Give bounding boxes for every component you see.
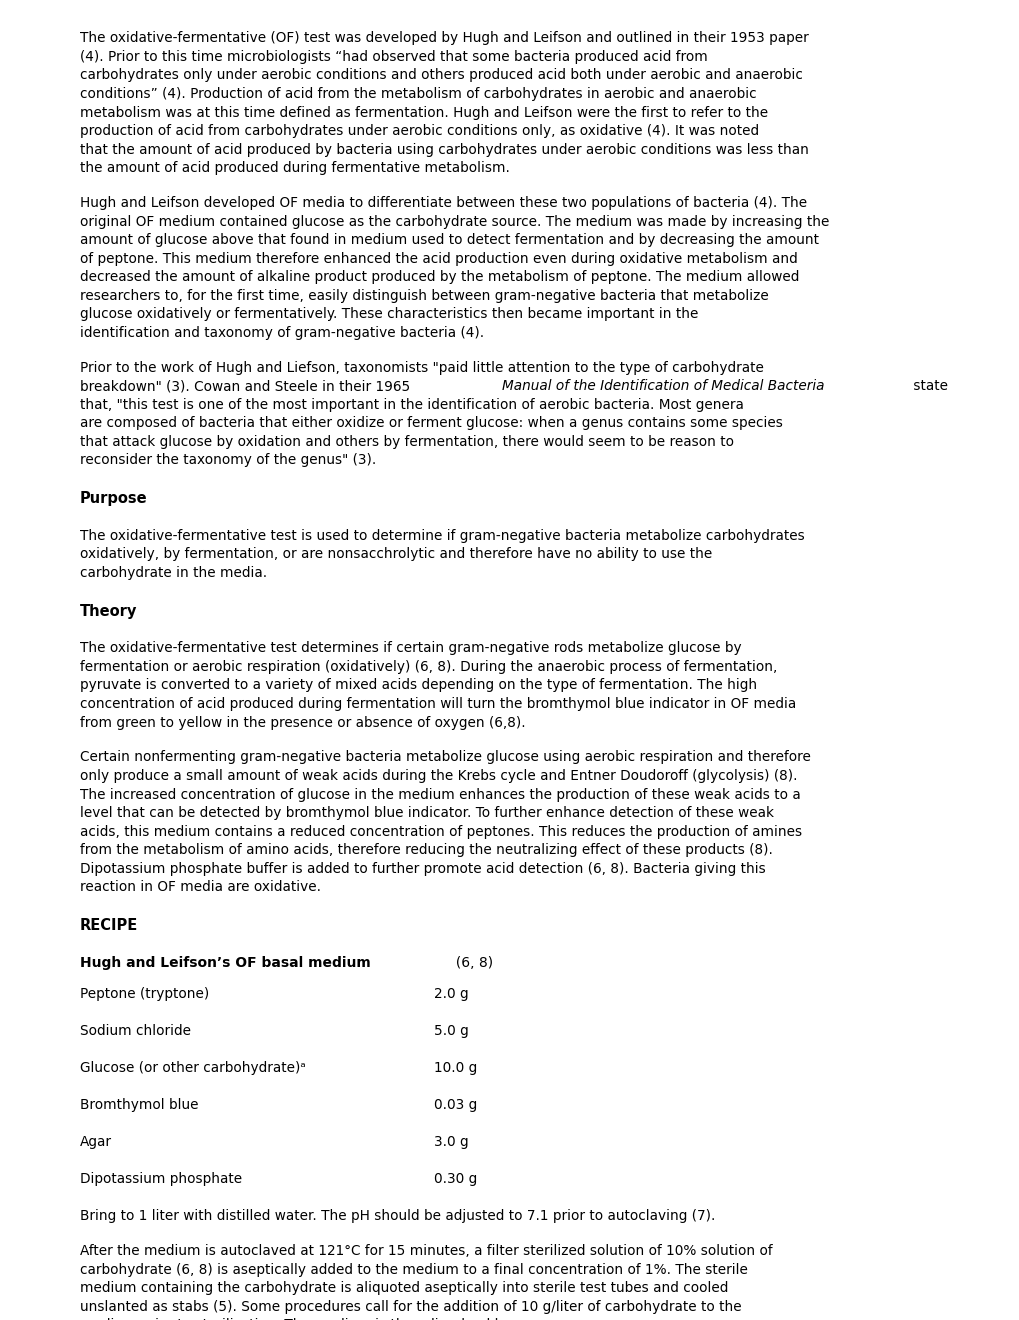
Text: concentration of acid produced during fermentation will turn the bromthymol blue: concentration of acid produced during fe… bbox=[79, 697, 795, 711]
Text: Agar: Agar bbox=[79, 1135, 112, 1150]
Text: 2.0 g: 2.0 g bbox=[434, 986, 469, 1001]
Text: original OF medium contained glucose as the carbohydrate source. The medium was : original OF medium contained glucose as … bbox=[79, 215, 828, 228]
Text: amount of glucose above that found in medium used to detect fermentation and by : amount of glucose above that found in me… bbox=[79, 234, 818, 247]
Text: level that can be detected by bromthymol blue indicator. To further enhance dete: level that can be detected by bromthymol… bbox=[79, 807, 773, 820]
Text: breakdown" (3). Cowan and Steele in their 1965: breakdown" (3). Cowan and Steele in thei… bbox=[79, 379, 414, 393]
Text: researchers to, for the first time, easily distinguish between gram-negative bac: researchers to, for the first time, easi… bbox=[79, 289, 768, 302]
Text: that the amount of acid produced by bacteria using carbohydrates under aerobic c: that the amount of acid produced by bact… bbox=[79, 143, 808, 157]
Text: are composed of bacteria that either oxidize or ferment glucose: when a genus co: are composed of bacteria that either oxi… bbox=[79, 416, 782, 430]
Text: identification and taxonomy of gram-negative bacteria (4).: identification and taxonomy of gram-nega… bbox=[79, 326, 483, 339]
Text: oxidatively, by fermentation, or are nonsacchrolytic and therefore have no abili: oxidatively, by fermentation, or are non… bbox=[79, 548, 711, 561]
Text: Prior to the work of Hugh and Liefson, taxonomists "paid little attention to the: Prior to the work of Hugh and Liefson, t… bbox=[79, 360, 763, 375]
Text: The oxidative-fermentative test determines if certain gram-negative rods metabol: The oxidative-fermentative test determin… bbox=[79, 642, 741, 656]
Text: unslanted as stabs (5). Some procedures call for the addition of 10 g/liter of c: unslanted as stabs (5). Some procedures … bbox=[79, 1300, 741, 1313]
Text: Sodium chloride: Sodium chloride bbox=[79, 1024, 191, 1038]
Text: conditions” (4). Production of acid from the metabolism of carbohydrates in aero: conditions” (4). Production of acid from… bbox=[79, 87, 756, 100]
Text: glucose oxidatively or fermentatively. These characteristics then became importa: glucose oxidatively or fermentatively. T… bbox=[79, 308, 698, 321]
Text: that attack glucose by oxidation and others by fermentation, there would seem to: that attack glucose by oxidation and oth… bbox=[79, 434, 733, 449]
Text: (4). Prior to this time microbiologists “had observed that some bacteria produce: (4). Prior to this time microbiologists … bbox=[79, 50, 707, 63]
Text: Glucose (or other carbohydrate)ᵃ: Glucose (or other carbohydrate)ᵃ bbox=[79, 1061, 306, 1074]
Text: Theory: Theory bbox=[79, 603, 138, 619]
Text: from green to yellow in the presence or absence of oxygen (6,8).: from green to yellow in the presence or … bbox=[79, 715, 525, 730]
Text: Peptone (tryptone): Peptone (tryptone) bbox=[79, 986, 209, 1001]
Text: fermentation or aerobic respiration (oxidatively) (6, 8). During the anaerobic p: fermentation or aerobic respiration (oxi… bbox=[79, 660, 776, 675]
Text: Dipotassium phosphate: Dipotassium phosphate bbox=[79, 1172, 242, 1187]
Text: The oxidative-fermentative test is used to determine if gram-negative bacteria m: The oxidative-fermentative test is used … bbox=[79, 529, 804, 543]
Text: reaction in OF media are oxidative.: reaction in OF media are oxidative. bbox=[79, 880, 321, 894]
Text: decreased the amount of alkaline product produced by the metabolism of peptone. : decreased the amount of alkaline product… bbox=[79, 271, 799, 284]
Text: 3.0 g: 3.0 g bbox=[434, 1135, 469, 1150]
Text: After the medium is autoclaved at 121°C for 15 minutes, a filter sterilized solu: After the medium is autoclaved at 121°C … bbox=[79, 1245, 771, 1258]
Text: Dipotassium phosphate buffer is added to further promote acid detection (6, 8). : Dipotassium phosphate buffer is added to… bbox=[79, 862, 765, 875]
Text: carbohydrate in the media.: carbohydrate in the media. bbox=[79, 566, 267, 579]
Text: the amount of acid produced during fermentative metabolism.: the amount of acid produced during ferme… bbox=[79, 161, 510, 176]
Text: Bring to 1 liter with distilled water. The pH should be adjusted to 7.1 prior to: Bring to 1 liter with distilled water. T… bbox=[79, 1209, 714, 1224]
Text: of peptone. This medium therefore enhanced the acid production even during oxida: of peptone. This medium therefore enhanc… bbox=[79, 252, 797, 265]
Text: Hugh and Leifson developed OF media to differentiate between these two populatio: Hugh and Leifson developed OF media to d… bbox=[79, 195, 806, 210]
Text: 0.30 g: 0.30 g bbox=[434, 1172, 477, 1187]
Text: from the metabolism of amino acids, therefore reducing the neutralizing effect o: from the metabolism of amino acids, ther… bbox=[79, 843, 772, 857]
Text: Hugh and Leifson’s OF basal medium: Hugh and Leifson’s OF basal medium bbox=[79, 956, 370, 970]
Text: carbohydrate (6, 8) is aseptically added to the medium to a final concentration : carbohydrate (6, 8) is aseptically added… bbox=[79, 1263, 747, 1276]
Text: 5.0 g: 5.0 g bbox=[434, 1024, 469, 1038]
Text: medium containing the carbohydrate is aliquoted aseptically into sterile test tu: medium containing the carbohydrate is al… bbox=[79, 1282, 728, 1295]
Text: 0.03 g: 0.03 g bbox=[434, 1098, 477, 1111]
Text: The increased concentration of glucose in the medium enhances the production of : The increased concentration of glucose i… bbox=[79, 788, 800, 801]
Text: that, "this test is one of the most important in the identification of aerobic b: that, "this test is one of the most impo… bbox=[79, 397, 743, 412]
Text: 10.0 g: 10.0 g bbox=[434, 1061, 477, 1074]
Text: reconsider the taxonomy of the genus" (3).: reconsider the taxonomy of the genus" (3… bbox=[79, 453, 376, 467]
Text: Certain nonfermenting gram-negative bacteria metabolize glucose using aerobic re: Certain nonfermenting gram-negative bact… bbox=[79, 751, 810, 764]
Text: Manual of the Identification of Medical Bacteria: Manual of the Identification of Medical … bbox=[501, 379, 824, 393]
Text: medium prior to sterilization. The medium is then dissolved by: medium prior to sterilization. The mediu… bbox=[79, 1319, 511, 1320]
Text: production of acid from carbohydrates under aerobic conditions only, as oxidativ: production of acid from carbohydrates un… bbox=[79, 124, 758, 139]
Text: Bromthymol blue: Bromthymol blue bbox=[79, 1098, 198, 1111]
Text: carbohydrates only under aerobic conditions and others produced acid both under : carbohydrates only under aerobic conditi… bbox=[79, 69, 802, 82]
Text: (6, 8): (6, 8) bbox=[446, 956, 492, 970]
Text: metabolism was at this time defined as fermentation. Hugh and Leifson were the f: metabolism was at this time defined as f… bbox=[79, 106, 767, 120]
Text: RECIPE: RECIPE bbox=[79, 919, 138, 933]
Text: Purpose: Purpose bbox=[79, 491, 148, 507]
Text: acids, this medium contains a reduced concentration of peptones. This reduces th: acids, this medium contains a reduced co… bbox=[79, 825, 801, 838]
Text: only produce a small amount of weak acids during the Krebs cycle and Entner Doud: only produce a small amount of weak acid… bbox=[79, 770, 797, 783]
Text: pyruvate is converted to a variety of mixed acids depending on the type of ferme: pyruvate is converted to a variety of mi… bbox=[79, 678, 756, 693]
Text: state: state bbox=[909, 379, 948, 393]
Text: The oxidative-fermentative (OF) test was developed by Hugh and Leifson and outli: The oxidative-fermentative (OF) test was… bbox=[79, 32, 808, 45]
